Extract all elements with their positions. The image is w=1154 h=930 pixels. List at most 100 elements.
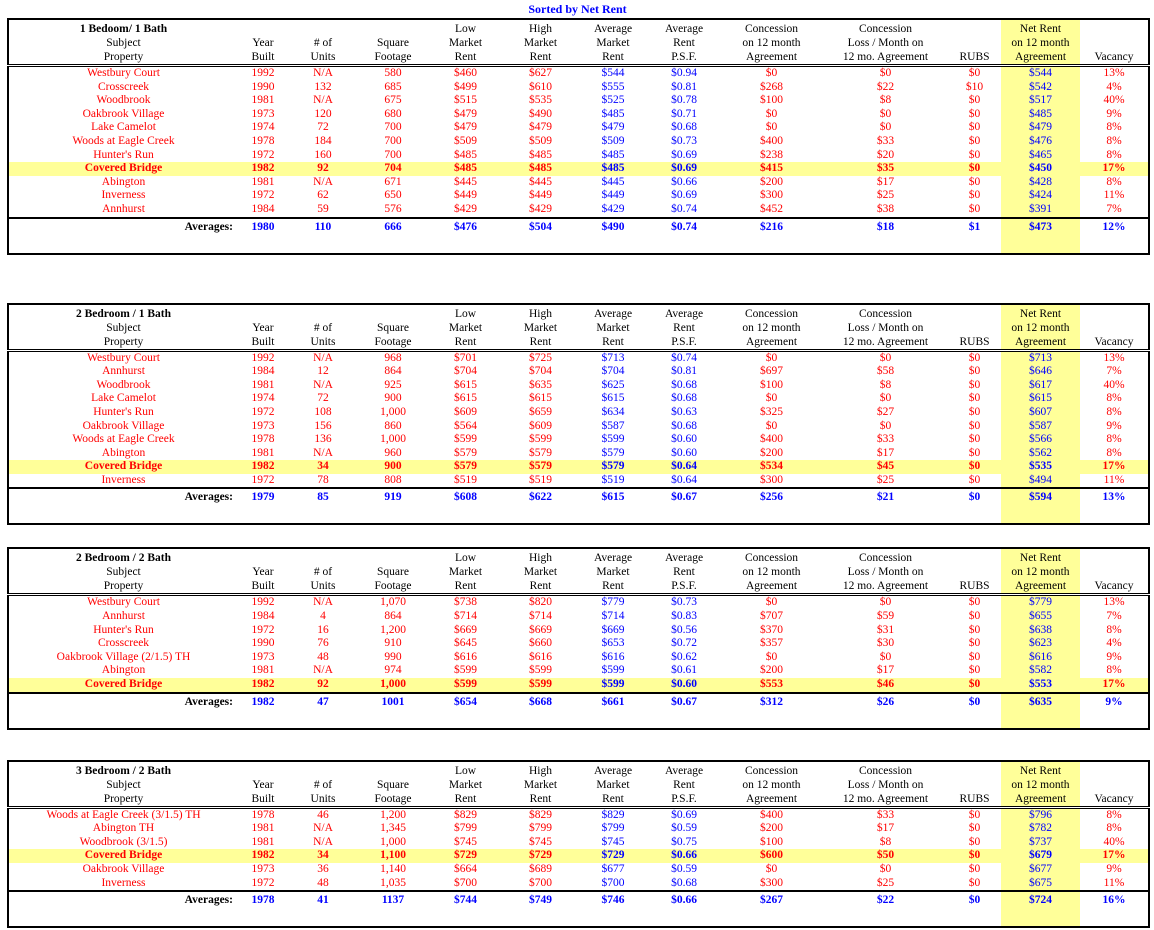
col-header-low: Low bbox=[454, 23, 477, 35]
cell-net: $615 bbox=[1001, 392, 1080, 406]
avg-cell-concession: $216 bbox=[720, 216, 823, 235]
cell-property: Woodbrook bbox=[96, 378, 151, 391]
avg-cell-psf: $0.67 bbox=[648, 691, 720, 710]
table-row: Westbury Court 1992 N/A 1,070 $738 $820 $779 $0… bbox=[8, 594, 1149, 611]
col-header-concession: Concession bbox=[744, 552, 799, 565]
footer-cell-psf bbox=[648, 505, 720, 524]
table-row: Lake Camelot 1974 72 700 $479 $479 $479 $0.68 $0… bbox=[8, 121, 1149, 135]
cell-psf: $0.68 bbox=[671, 392, 697, 405]
cell-low: $799 bbox=[454, 822, 477, 835]
cell-psf: $0.78 bbox=[671, 94, 697, 107]
cell-concession: $300 bbox=[760, 876, 783, 889]
table-row: Westbury Court 1992 N/A 580 $460 $627 $544 $0.9… bbox=[8, 65, 1149, 81]
averages-row: Averages: 1979 85 919 $608 $622 $615 $0.67 $256 $… bbox=[8, 487, 1149, 506]
cell-sqft: 864 bbox=[384, 610, 402, 623]
col-header-sqft: Square bbox=[377, 321, 409, 334]
avg-cell-avg: $490 bbox=[578, 216, 648, 235]
cell-high: $445 bbox=[529, 175, 552, 188]
cell-avg: $634 bbox=[601, 405, 625, 418]
footer-cell-rubs bbox=[948, 505, 1001, 524]
cell-rubs: $0 bbox=[948, 162, 1001, 176]
cell-loss: $59 bbox=[876, 610, 895, 623]
cell-property: Hunter's Run bbox=[93, 148, 154, 161]
col-header-property: Property bbox=[8, 50, 238, 67]
cell-vacancy: 13% bbox=[1103, 351, 1125, 364]
cell-loss: $0 bbox=[879, 392, 892, 405]
col-header-property: Subject bbox=[106, 778, 141, 791]
cell-concession: $200 bbox=[760, 664, 783, 677]
cell-high: $615 bbox=[529, 392, 552, 405]
col-header-year bbox=[238, 548, 288, 565]
cell-net: $782 bbox=[1001, 822, 1080, 836]
cell-avg: $485 bbox=[578, 162, 648, 176]
cell-low: $449 bbox=[454, 189, 477, 202]
footer-cell-avg bbox=[578, 235, 648, 254]
col-header-property: Property bbox=[8, 334, 238, 352]
cell-concession: $553 bbox=[720, 678, 823, 693]
cell-concession: $400 bbox=[760, 433, 783, 446]
col-header-net: Agreement bbox=[1001, 50, 1080, 67]
cell-property: Woods at Eagle Creek bbox=[72, 134, 175, 147]
cell-high: $660 bbox=[529, 637, 552, 650]
cell-psf: $0.71 bbox=[671, 107, 697, 120]
cell-loss: $35 bbox=[823, 162, 948, 176]
table-row: Annhurst 1984 59 576 $429 $429 $429 $0.74 $452 $3… bbox=[8, 202, 1149, 218]
cell-units: 16 bbox=[317, 623, 329, 636]
table-row: Westbury Court 1992 N/A 968 $701 $725 $713 $0.7… bbox=[8, 350, 1149, 366]
col-header-year: Built bbox=[238, 579, 288, 597]
col-header-psf: Average bbox=[664, 307, 704, 320]
cell-avg: $599 bbox=[601, 433, 625, 446]
cell-loss: $31 bbox=[876, 623, 895, 636]
col-header-vacancy bbox=[1080, 548, 1149, 565]
cell-high: $820 bbox=[529, 596, 552, 609]
col-header-loss: 12 mo. Agreement bbox=[823, 334, 948, 352]
avg-cell-low: $654 bbox=[428, 691, 503, 710]
cell-high: $616 bbox=[529, 650, 552, 663]
col-header-units bbox=[288, 548, 358, 565]
cell-rubs: $0 bbox=[968, 365, 981, 378]
cell-low: $616 bbox=[454, 650, 477, 663]
col-header-rubs bbox=[948, 36, 1001, 50]
col-header-low: Low bbox=[454, 307, 477, 320]
cell-units: 120 bbox=[314, 107, 332, 120]
avg-cell-year: 1979 bbox=[238, 487, 288, 506]
avg-cell-net: $635 bbox=[1001, 691, 1080, 710]
footer-cell-year bbox=[238, 710, 288, 729]
subject-property-row: Covered Bridge 1982 34 900 $579 $579 $579 $0.64… bbox=[8, 460, 1149, 474]
cell-year: 1973 bbox=[251, 863, 275, 875]
col-header-avg: Rent bbox=[578, 791, 648, 809]
col-header-psf: Rent bbox=[673, 321, 695, 334]
col-header-loss: Loss / Month on bbox=[847, 37, 924, 49]
cell-rubs: $0 bbox=[948, 849, 1001, 863]
cell-vacancy: 4% bbox=[1106, 637, 1122, 650]
cell-property: Annhurst bbox=[102, 610, 145, 623]
group-title: 3 Bedroom / 2 Bath bbox=[76, 764, 171, 777]
cell-year: 1981 bbox=[251, 446, 275, 459]
col-header-loss: 12 mo. Agreement bbox=[823, 50, 948, 67]
footer-cell-property bbox=[8, 710, 238, 729]
cell-high: $725 bbox=[529, 351, 552, 364]
cell-vacancy: 8% bbox=[1106, 134, 1122, 147]
cell-units: 184 bbox=[314, 134, 332, 147]
cell-avg: $525 bbox=[601, 94, 625, 107]
cell-concession: $0 bbox=[765, 121, 778, 134]
cell-sqft: 700 bbox=[384, 134, 402, 147]
cell-concession: $0 bbox=[765, 107, 778, 120]
col-header-net: Net Rent bbox=[1001, 760, 1080, 778]
cell-loss: $17 bbox=[876, 664, 895, 677]
cell-low: $460 bbox=[454, 67, 477, 79]
col-header-property: Property bbox=[8, 791, 238, 809]
cell-loss: $46 bbox=[823, 678, 948, 693]
cell-avg: $509 bbox=[601, 134, 625, 147]
cell-high: $627 bbox=[529, 67, 552, 79]
cell-low: $445 bbox=[454, 175, 477, 188]
cell-rubs: $0 bbox=[968, 189, 981, 202]
cell-net: $655 bbox=[1001, 610, 1080, 624]
avg-cell-loss: $18 bbox=[823, 216, 948, 235]
cell-concession: $200 bbox=[760, 175, 783, 188]
rent-comparison-table-1: 2 Bedroom / 1 Bath Low High Average Average C… bbox=[7, 302, 1150, 526]
col-header-rubs bbox=[948, 778, 1001, 792]
col-header-property: Subject bbox=[106, 566, 141, 579]
col-header-units: Units bbox=[288, 50, 358, 67]
cell-concession: $0 bbox=[765, 392, 778, 405]
